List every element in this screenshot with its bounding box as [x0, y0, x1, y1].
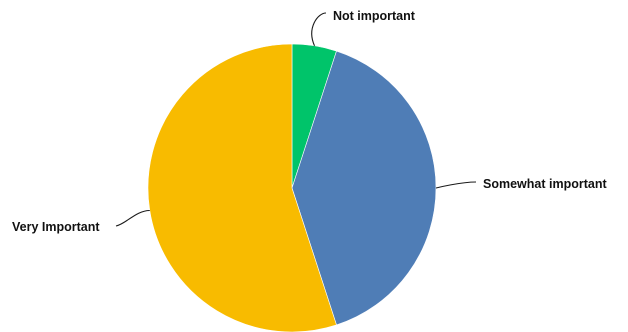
leader-line-somewhat-important	[435, 181, 477, 189]
slice-label-very-important: Very Important	[12, 220, 100, 234]
leader-lines	[115, 12, 477, 227]
slice-label-somewhat-important: Somewhat important	[483, 177, 607, 191]
leader-line-very-important	[115, 209, 150, 227]
slice-label-not-important: Not important	[333, 9, 416, 23]
leader-line-not-important	[311, 12, 327, 47]
slice-labels: Not important Somewhat important Very Impo…	[12, 9, 607, 234]
pie-slice-somewhat-important	[291, 50, 437, 326]
pie-slices	[147, 43, 437, 332]
